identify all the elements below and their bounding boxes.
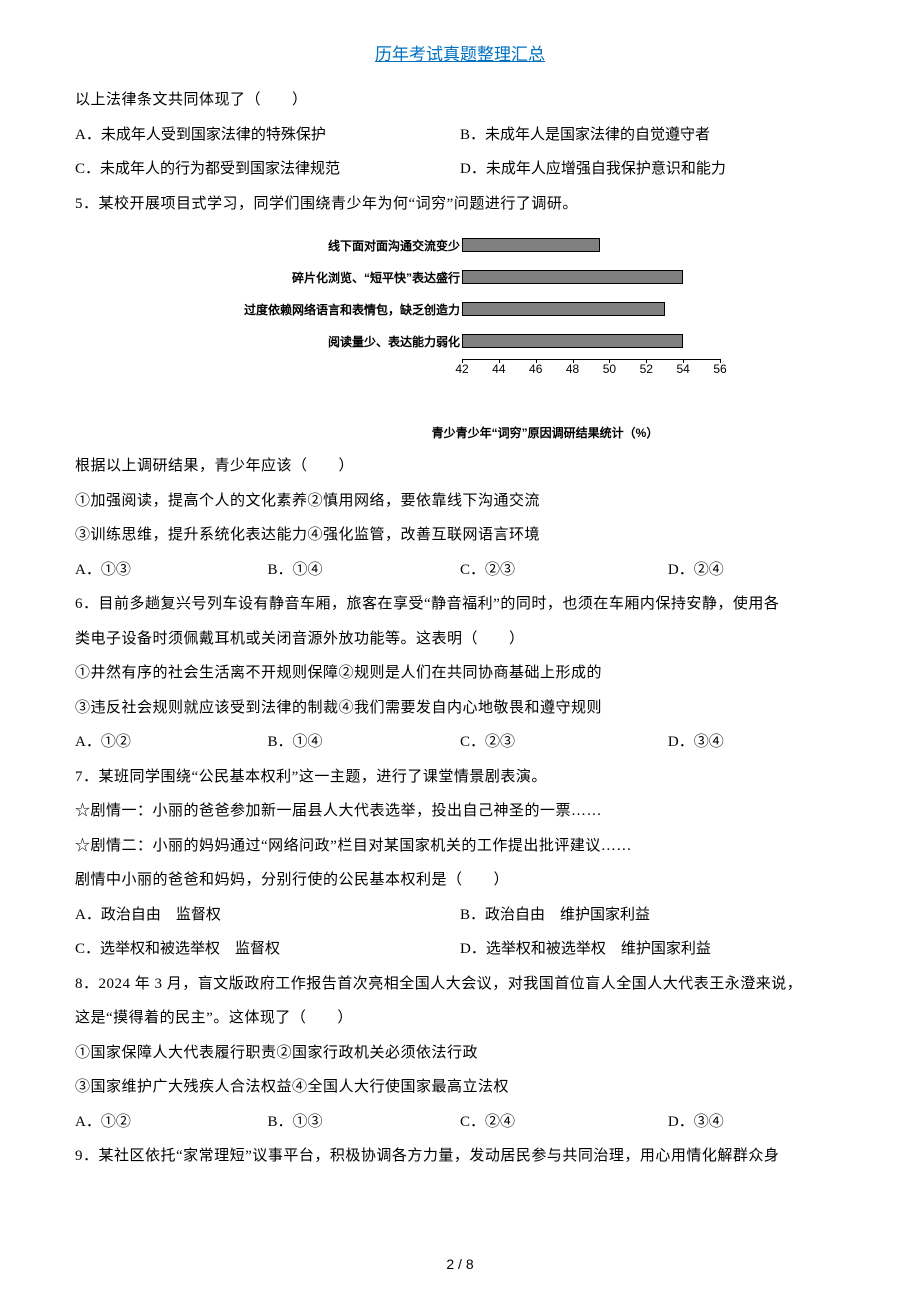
q8-opt-c: C．②④: [460, 1105, 668, 1140]
q4-stem: 以上法律条文共同体现了（ ）: [75, 83, 845, 118]
q4-options-row1: A．未成年人受到国家法律的特殊保护 B．未成年人是国家法律的自觉遵守者: [75, 118, 845, 153]
chart-bar-row: 碎片化浏览、“短平快”表达盛行: [200, 263, 720, 291]
q6-options: A．①② B．①④ C．②③ D．③④: [75, 725, 845, 760]
q7-scene1: ☆剧情一：小丽的爸爸参加新一届县人大代表选举，投出自己神圣的一票……: [75, 794, 845, 829]
q5-stmt2: ③训练思维，提升系统化表达能力④强化监管，改善互联网语言环境: [75, 518, 845, 553]
chart-tick-label: 44: [492, 362, 505, 376]
q6-stmt1: ①井然有序的社会生活离不开规则保障②规则是人们在共同协商基础上形成的: [75, 656, 845, 691]
q6-opt-d: D．③④: [668, 725, 845, 760]
q8-options: A．①② B．①③ C．②④ D．③④: [75, 1105, 845, 1140]
q7-opt-d: D．选举权和被选举权 维护国家利益: [460, 932, 845, 967]
q8-opt-d: D．③④: [668, 1105, 845, 1140]
q8-opt-b: B．①③: [268, 1105, 461, 1140]
chart-bar-row: 过度依赖网络语言和表情包，缺乏创造力: [200, 295, 720, 323]
q8-stmt2: ③国家维护广大残疾人合法权益④全国人大行使国家最高立法权: [75, 1070, 845, 1105]
chart-tick-label: 50: [603, 362, 616, 376]
q4-opt-a: A．未成年人受到国家法律的特殊保护: [75, 118, 460, 153]
q7-opt-a: A．政治自由 监督权: [75, 898, 460, 933]
q8-opt-a: A．①②: [75, 1105, 268, 1140]
q7-options-row2: C．选举权和被选举权 监督权 D．选举权和被选举权 维护国家利益: [75, 932, 845, 967]
chart-tick-label: 48: [566, 362, 579, 376]
q6-opt-a: A．①②: [75, 725, 268, 760]
q5-stmt1: ①加强阅读，提高个人的文化素养②慎用网络，要依靠线下沟通交流: [75, 484, 845, 519]
chart-bar-fill: [462, 238, 600, 252]
q4-options-row2: C．未成年人的行为都受到国家法律规范 D．未成年人应增强自我保护意识和能力: [75, 152, 845, 187]
chart-tick-label: 42: [455, 362, 468, 376]
chart-bar-fill: [462, 302, 665, 316]
q6-stmt2: ③违反社会规则就应该受到法律的制裁④我们需要发自内心地敬畏和遵守规则: [75, 691, 845, 726]
q4-opt-b: B．未成年人是国家法律的自觉遵守者: [460, 118, 845, 153]
q5-opt-c: C．②③: [460, 553, 668, 588]
q7-opt-c: C．选举权和被选举权 监督权: [75, 932, 460, 967]
q8-text2: 这是“摸得着的民主”。这体现了（ ）: [75, 1001, 845, 1036]
chart-title: 青少青少年“词穷”原因调研结果统计（%）: [370, 424, 720, 441]
q7-stem: 7．某班同学围绕“公民基本权利”这一主题，进行了课堂情景剧表演。: [75, 760, 845, 795]
q9-text: 9．某社区依托“家常理短”议事平台，积极协调各方力量，发动居民参与共同治理，用心…: [75, 1139, 845, 1174]
chart-tick-label: 52: [640, 362, 653, 376]
chart-bar-fill: [462, 334, 683, 348]
q6-opt-c: C．②③: [460, 725, 668, 760]
chart-bar-label: 碎片化浏览、“短平快”表达盛行: [200, 269, 462, 286]
q5-followup: 根据以上调研结果，青少年应该（ ）: [75, 449, 845, 484]
q6-opt-b: B．①④: [268, 725, 461, 760]
q7-followup: 剧情中小丽的爸爸和妈妈，分别行使的公民基本权利是（ ）: [75, 863, 845, 898]
chart-bar-row: 阅读量少、表达能力弱化: [200, 327, 720, 355]
q5-opt-b: B．①④: [268, 553, 461, 588]
chart-bar-label: 阅读量少、表达能力弱化: [200, 333, 462, 350]
q4-opt-c: C．未成年人的行为都受到国家法律规范: [75, 152, 460, 187]
chart-bar-label: 线下面对面沟通交流变少: [200, 237, 462, 254]
page-title: 历年考试真题整理汇总: [75, 40, 845, 65]
chart-bar-fill: [462, 270, 683, 284]
q5-opt-d: D．②④: [668, 553, 845, 588]
q6-text2: 类电子设备时须佩戴耳机或关闭音源外放功能等。这表明（ ）: [75, 622, 845, 657]
chart-tick-label: 46: [529, 362, 542, 376]
q7-options-row1: A．政治自由 监督权 B．政治自由 维护国家利益: [75, 898, 845, 933]
chart-tick-label: 54: [676, 362, 689, 376]
q5-stem: 5．某校开展项目式学习，同学们围绕青少年为何“词穷”问题进行了调研。: [75, 187, 845, 222]
q5-options: A．①③ B．①④ C．②③ D．②④: [75, 553, 845, 588]
q5-opt-a: A．①③: [75, 553, 268, 588]
chart-x-axis: 4244464850525456: [462, 359, 720, 379]
q8-text1: 8．2024 年 3 月，盲文版政府工作报告首次亮相全国人大会议，对我国首位盲人…: [75, 967, 845, 1002]
q4-opt-d: D．未成年人应增强自我保护意识和能力: [460, 152, 845, 187]
survey-chart: 线下面对面沟通交流变少碎片化浏览、“短平快”表达盛行过度依赖网络语言和表情包，缺…: [200, 231, 720, 441]
chart-bar-row: 线下面对面沟通交流变少: [200, 231, 720, 259]
q6-text1: 6．目前多趟复兴号列车设有静音车厢，旅客在享受“静音福利”的同时，也须在车厢内保…: [75, 587, 845, 622]
q7-scene2: ☆剧情二：小丽的妈妈通过“网络问政”栏目对某国家机关的工作提出批评建议……: [75, 829, 845, 864]
chart-tick-label: 56: [713, 362, 726, 376]
chart-bar-label: 过度依赖网络语言和表情包，缺乏创造力: [200, 301, 462, 318]
q7-opt-b: B．政治自由 维护国家利益: [460, 898, 845, 933]
q8-stmt1: ①国家保障人大代表履行职责②国家行政机关必须依法行政: [75, 1036, 845, 1071]
page-footer: 2 / 8: [0, 1256, 920, 1272]
